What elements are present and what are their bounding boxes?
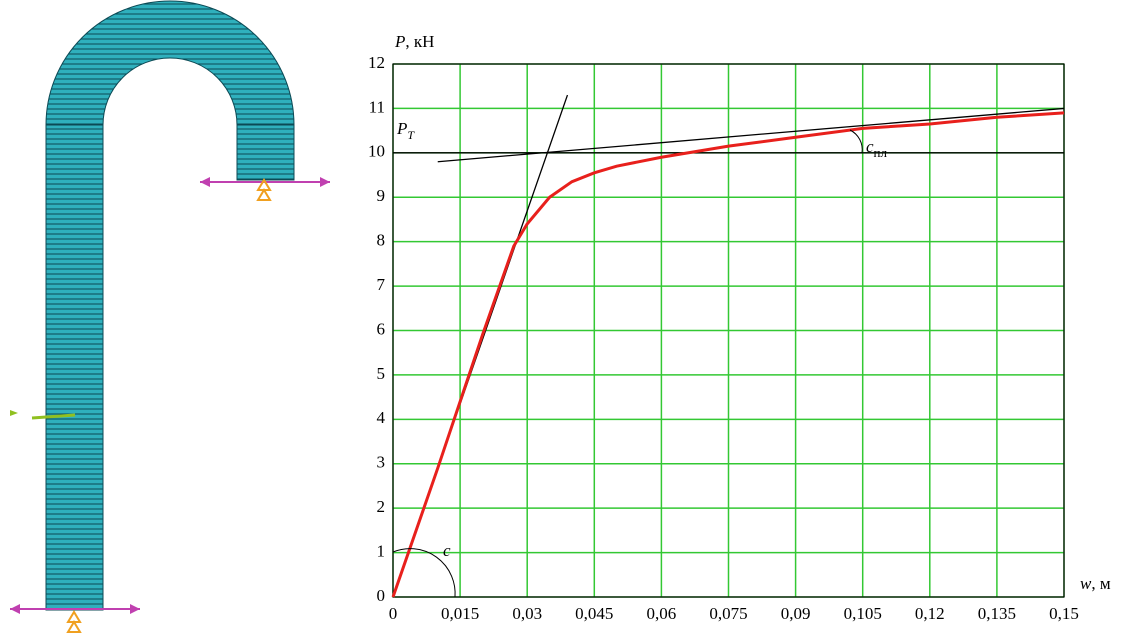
- y-tick-label: 12: [368, 53, 385, 72]
- x-tick-label: 0,06: [647, 604, 677, 623]
- x-tick-label: 0,03: [512, 604, 542, 623]
- y-tick-label: 2: [377, 497, 386, 516]
- annotation-subscript: пл: [874, 145, 888, 160]
- y-tick-label: 4: [377, 408, 386, 427]
- y-tick-label: 8: [377, 231, 386, 250]
- y-tick-label: 11: [369, 97, 385, 116]
- annotation: cпл: [866, 137, 888, 160]
- y-tick-label: 10: [368, 142, 385, 161]
- support: [68, 612, 80, 632]
- x-tick-label: 0,075: [709, 604, 747, 623]
- plot: 0 0,015 0,03 0,045 0,06 0,075 0,09 0,105 0,12 0,1…: [368, 53, 1079, 623]
- y-axis-label: P, кН: [394, 32, 434, 51]
- y-tick-label: 5: [377, 364, 386, 383]
- y-label-symbol: P: [394, 32, 405, 51]
- pipe-model: [10, 1, 330, 632]
- y-label-unit: , кН: [405, 32, 434, 51]
- y-tick-label: 7: [377, 275, 386, 294]
- x-tick-label: 0,135: [978, 604, 1016, 623]
- y-tick-label: 0: [377, 586, 386, 605]
- x-label-unit: , м: [1091, 574, 1111, 593]
- y-tick-label: 9: [377, 186, 386, 205]
- x-axis-label: w, м: [1080, 574, 1111, 593]
- angle-arc: [850, 130, 862, 153]
- x-tick-label: 0,105: [844, 604, 882, 623]
- figure: 0 0,015 0,03 0,045 0,06 0,075 0,09 0,105 0,12 0,1…: [0, 0, 1129, 635]
- x-tick-label: 0,015: [441, 604, 479, 623]
- y-tick-label: 6: [377, 319, 386, 338]
- series-line: [438, 108, 1064, 161]
- x-tick-label: 0,15: [1049, 604, 1079, 623]
- annotation: PT: [396, 119, 415, 142]
- x-tick-label: 0,09: [781, 604, 811, 623]
- y-tick-label: 3: [377, 453, 386, 472]
- pipe-leg-right: [237, 125, 294, 180]
- x-tick-label: 0,045: [575, 604, 613, 623]
- x-tick-label: 0,12: [915, 604, 945, 623]
- y-tick-label: 1: [377, 541, 386, 560]
- annotation: c: [443, 541, 451, 560]
- x-tick-label: 0: [389, 604, 398, 623]
- annotation-text: P: [396, 119, 407, 138]
- x-label-symbol: w: [1080, 574, 1092, 593]
- pipe-bend: [46, 1, 294, 125]
- pipe-leg-left: [46, 125, 103, 610]
- annotation-subscript: T: [407, 128, 415, 142]
- load-symbol: [10, 410, 18, 416]
